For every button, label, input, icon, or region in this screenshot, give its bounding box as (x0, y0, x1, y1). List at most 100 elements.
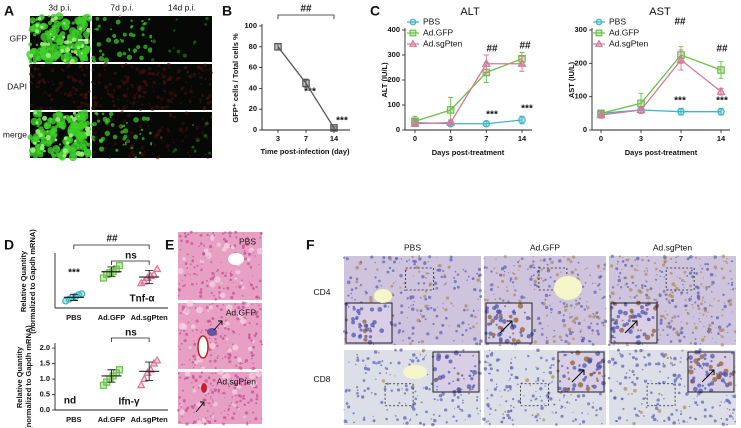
texture (251, 303, 253, 305)
texture (550, 364, 553, 367)
texture (682, 283, 684, 286)
micrograph (688, 350, 736, 394)
texture (663, 254, 666, 258)
texture (659, 318, 663, 322)
texture (586, 306, 590, 310)
texture (723, 381, 727, 384)
texture (128, 49, 131, 52)
texture (713, 258, 716, 260)
texture (80, 88, 82, 90)
texture (93, 103, 98, 108)
texture (194, 378, 198, 383)
texture (60, 125, 66, 130)
texture (196, 401, 202, 407)
vessel (554, 276, 582, 300)
texture (71, 43, 77, 49)
texture (621, 256, 624, 259)
texture (594, 282, 597, 284)
texture (194, 364, 196, 366)
y-tick-label: 0 (253, 125, 257, 134)
y-axis-label: ALT (IU/L) (380, 62, 389, 98)
x-tick-label: 14 (518, 134, 527, 143)
texture (433, 398, 436, 401)
texture (633, 388, 637, 393)
texture (92, 82, 96, 86)
texture (132, 96, 137, 100)
texture (165, 105, 169, 109)
texture (121, 128, 124, 132)
texture (610, 254, 614, 259)
texture (216, 304, 219, 308)
texture (466, 384, 472, 389)
texture (436, 399, 439, 401)
texture (535, 380, 537, 383)
texture (453, 286, 457, 290)
texture (191, 374, 195, 378)
texture (673, 363, 676, 366)
texture (124, 62, 128, 66)
texture (198, 72, 200, 74)
texture (621, 364, 625, 368)
texture (227, 408, 231, 411)
texture (140, 26, 145, 31)
texture (209, 397, 212, 399)
texture (196, 306, 203, 314)
texture (555, 411, 558, 414)
texture (140, 152, 145, 157)
texture (512, 332, 515, 335)
texture (158, 82, 160, 85)
texture (504, 305, 507, 308)
texture (616, 263, 619, 265)
texture (729, 289, 731, 291)
texture (720, 401, 723, 403)
texture (487, 361, 489, 364)
texture (97, 73, 102, 77)
texture (103, 147, 107, 151)
texture (411, 295, 415, 299)
texture (137, 94, 142, 99)
texture (237, 394, 241, 397)
texture (549, 397, 553, 401)
texture (55, 88, 59, 92)
texture (153, 152, 156, 155)
texture (261, 418, 263, 420)
texture (189, 230, 193, 234)
texture (456, 378, 460, 382)
texture (713, 298, 715, 300)
texture (63, 115, 66, 119)
texture (731, 288, 735, 291)
texture (565, 353, 568, 356)
texture (46, 93, 49, 96)
texture (110, 118, 115, 122)
texture (122, 80, 127, 85)
texture (475, 399, 479, 402)
legend-label: PBS (423, 16, 440, 26)
sd-bar (145, 270, 154, 285)
arrow (624, 320, 638, 334)
texture (425, 277, 427, 279)
texture (113, 38, 119, 44)
legend-label: Ad.sgPten (423, 38, 462, 48)
texture (612, 329, 616, 334)
texture (460, 388, 463, 391)
texture (542, 279, 545, 283)
texture (717, 299, 720, 302)
marker (152, 264, 162, 273)
texture (551, 375, 555, 379)
texture (426, 332, 430, 336)
texture (377, 360, 381, 365)
texture (201, 130, 205, 134)
texture (44, 91, 47, 94)
texture (487, 322, 491, 326)
texture (224, 231, 227, 234)
texture (536, 270, 541, 274)
texture (88, 16, 91, 19)
texture (502, 413, 504, 415)
texture (220, 262, 222, 264)
texture (579, 423, 582, 425)
texture (210, 389, 212, 391)
texture (129, 130, 134, 136)
image-label: PBS (239, 236, 256, 246)
texture (682, 405, 687, 410)
texture (476, 407, 479, 410)
